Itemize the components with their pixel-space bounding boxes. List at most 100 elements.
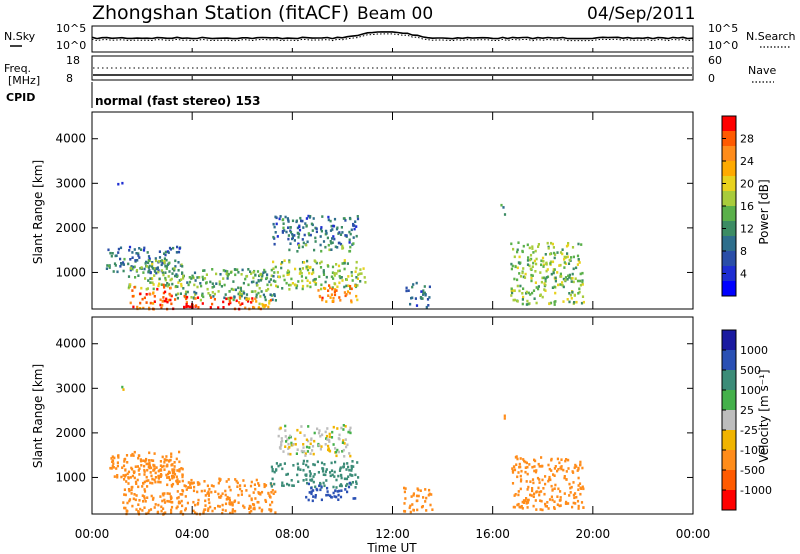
data-cell [293, 234, 296, 237]
data-cell [547, 507, 550, 510]
data-cell [576, 499, 580, 503]
data-cell [342, 217, 345, 220]
data-cell [338, 281, 341, 285]
data-cell [319, 434, 322, 438]
data-cell [563, 476, 566, 480]
data-cell [351, 481, 354, 484]
data-cell [330, 469, 334, 472]
data-cell [572, 481, 575, 484]
data-cell [519, 465, 522, 469]
data-cell [422, 496, 425, 499]
data-cell [262, 303, 265, 307]
data-cell [132, 305, 135, 309]
data-cell [226, 274, 229, 278]
data-cell [194, 503, 197, 507]
data-cell [356, 284, 359, 287]
data-cell [178, 279, 181, 282]
data-cell [519, 487, 522, 491]
data-cell [323, 484, 326, 488]
data-cell [419, 489, 422, 492]
data-cell [546, 241, 549, 245]
data-cell [269, 503, 272, 507]
data-cell [162, 273, 165, 277]
data-cell [145, 462, 148, 466]
data-cell [127, 488, 131, 491]
data-cell [238, 296, 241, 299]
data-cell [519, 457, 522, 460]
data-cell [541, 508, 544, 512]
data-cell [534, 270, 537, 273]
data-cell [574, 492, 577, 495]
data-cell [198, 276, 201, 279]
data-cell [565, 458, 568, 461]
data-cell [559, 263, 562, 267]
data-cell [273, 271, 276, 274]
data-cell [546, 268, 549, 271]
data-cell [510, 267, 513, 271]
data-cell [131, 295, 134, 298]
data-cell [322, 269, 325, 272]
data-cell [349, 287, 352, 290]
data-cell [147, 266, 150, 269]
data-cell [116, 270, 119, 274]
y-tick-label: 2000 [55, 426, 86, 440]
data-cell [574, 277, 577, 280]
data-cell [133, 450, 136, 454]
data-cell [209, 294, 212, 297]
data-cell [129, 258, 132, 261]
data-cell [522, 275, 525, 279]
data-cell [331, 271, 334, 274]
data-cell [166, 464, 169, 468]
y-tick-label: 1000 [55, 470, 86, 484]
data-cell [545, 276, 548, 279]
data-cell [349, 285, 352, 288]
data-cell [503, 417, 506, 420]
data-cell [155, 466, 158, 469]
data-cell [131, 256, 134, 259]
data-cell [553, 500, 556, 503]
data-cell [196, 276, 199, 279]
data-cell [315, 487, 318, 491]
data-cell [534, 249, 537, 253]
data-cell [211, 286, 214, 289]
data-cell [108, 264, 111, 268]
data-cell [319, 266, 323, 269]
data-cell [312, 217, 315, 220]
data-cell [335, 450, 338, 454]
data-cell [320, 229, 323, 233]
data-cell [337, 437, 340, 440]
data-cell [213, 298, 216, 301]
data-cell [185, 305, 188, 309]
colorbar-tick-label: 4 [740, 268, 747, 281]
colorbar-tick-label: 8 [740, 245, 747, 258]
data-cell [209, 296, 213, 299]
data-cell [322, 473, 325, 476]
data-cell [240, 289, 243, 293]
data-cell [287, 234, 290, 237]
data-cell [116, 474, 119, 477]
data-cell [321, 215, 324, 218]
data-cell [232, 280, 235, 283]
data-cell [286, 482, 289, 486]
data-cell [281, 484, 284, 487]
data-cell [258, 274, 261, 278]
y-tick-label: 4000 [55, 132, 86, 146]
data-cell [136, 465, 139, 468]
data-cell [328, 432, 331, 436]
data-cell [173, 471, 176, 474]
data-cell [147, 269, 150, 273]
data-cell [571, 470, 574, 473]
data-cell [296, 428, 299, 432]
data-cell [149, 271, 152, 274]
data-cell [325, 434, 329, 438]
data-cell [530, 279, 533, 283]
data-cell [542, 265, 545, 268]
data-cell [217, 492, 220, 496]
data-cell [274, 511, 277, 514]
data-cell [350, 464, 353, 468]
data-cell [558, 499, 561, 502]
data-cell [249, 484, 253, 488]
data-cell [162, 493, 165, 497]
data-cell [129, 266, 133, 270]
